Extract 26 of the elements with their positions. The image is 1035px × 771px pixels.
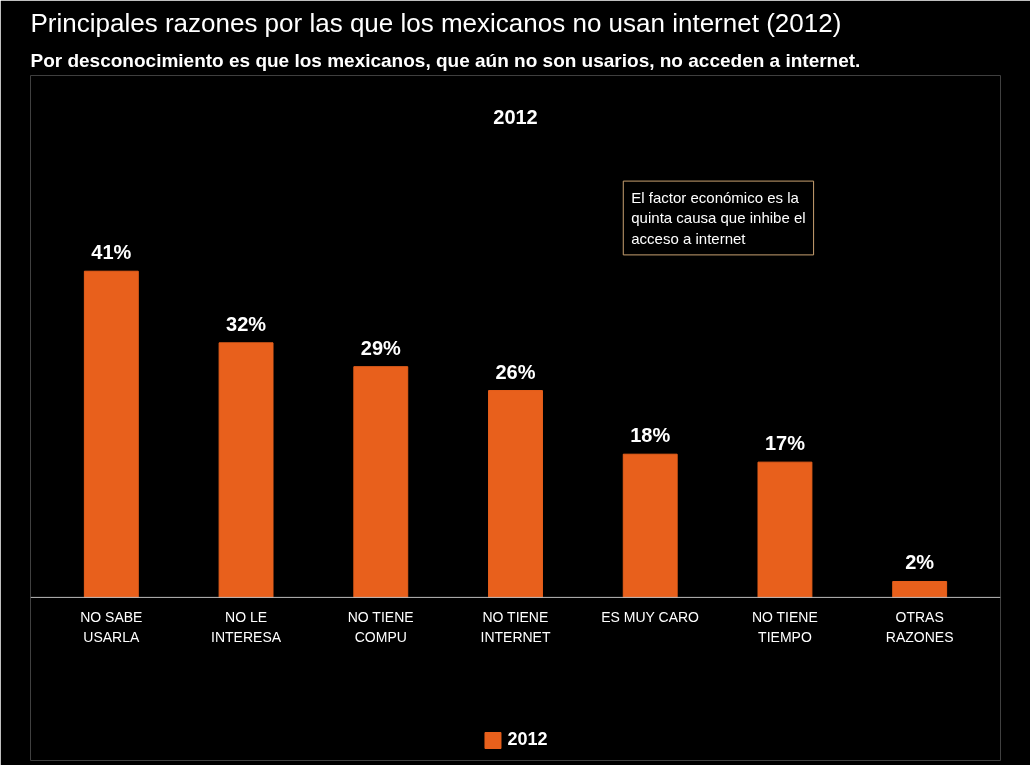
data-label: 41% (91, 241, 132, 264)
bar (218, 342, 274, 598)
bar (622, 453, 678, 598)
data-label: 18% (630, 424, 671, 447)
x-tick-label: NO TIENE COMPU (347, 609, 414, 645)
x-tick-label: OTRAS RAZONES (885, 609, 954, 645)
bar (353, 366, 409, 598)
bar (488, 390, 543, 598)
text: El factor económico es la quinta causa que inhibe el acceso a internet (631, 189, 806, 247)
x-tick-label: ES MUY CARO (601, 609, 700, 626)
bar (892, 580, 948, 598)
data-label: 2% (905, 551, 935, 574)
bar (757, 461, 813, 598)
text: 2012 (493, 106, 538, 129)
chart-subtitle: Por desconocimiento es que los mexicanos, que aún no son usarios, no acceden a internet. (30, 49, 861, 71)
chart-title: Principales razones por las que los mexicanos no usan internet (2012) (30, 7, 842, 38)
x-tick-label: NO LE INTERESA (211, 609, 282, 645)
x-tick-label: NO TIENE INTERNET (480, 609, 551, 645)
bar (83, 270, 139, 598)
legend-label: 2012 (507, 729, 548, 750)
x-tick-label: NO TIENE TIEMPO (751, 609, 818, 645)
data-label: 29% (360, 336, 402, 359)
data-label: 17% (764, 432, 806, 455)
data-label: 32% (226, 312, 267, 335)
x-tick-label: NO SABE USARLA (80, 609, 143, 645)
data-label: 26% (495, 360, 536, 383)
